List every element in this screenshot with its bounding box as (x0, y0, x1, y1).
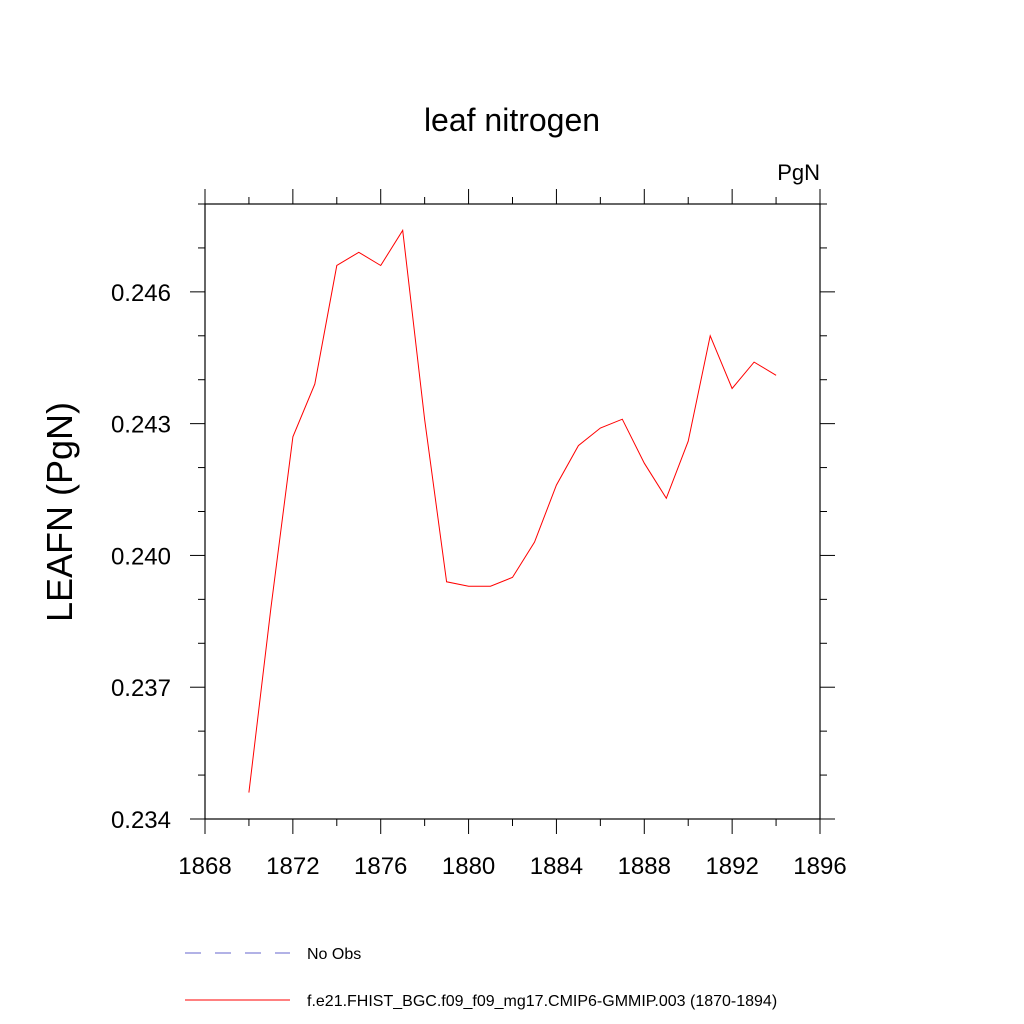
y-tick-label: 0.237 (111, 675, 171, 702)
y-tick-label: 0.234 (111, 807, 171, 834)
y-axis-ticks: 0.234 0.237 0.240 0.243 0.246 (111, 203, 835, 834)
x-tick-label: 1892 (705, 853, 758, 880)
x-tick-label: 1876 (354, 853, 407, 880)
plot-frame (204, 203, 821, 820)
x-tick-label: 1896 (793, 853, 846, 880)
chart-title: leaf nitrogen (424, 102, 600, 138)
series-lines (248, 228, 777, 793)
units-label: PgN (777, 160, 820, 185)
x-axis-ticks: 1868 1872 1876 1880 1884 1888 1892 1896 (178, 189, 847, 880)
y-tick-label: 0.240 (111, 543, 171, 570)
x-tick-label: 1872 (266, 853, 319, 880)
y-tick-label: 0.246 (111, 280, 171, 307)
x-tick-label: 1868 (178, 853, 231, 880)
x-tick-label: 1884 (530, 853, 583, 880)
legend: No Obs f.e21.FHIST_BGC.f09_f09_mg17.CMIP… (185, 946, 777, 1010)
y-axis-label: LEAFN (PgN) (39, 402, 80, 622)
series-line-model-run (248, 228, 777, 793)
x-tick-label: 1888 (618, 853, 671, 880)
legend-label-no-obs: No Obs (307, 946, 361, 963)
y-tick-label: 0.243 (111, 412, 171, 439)
legend-label-model-run: f.e21.FHIST_BGC.f09_f09_mg17.CMIP6-GMMIP… (307, 993, 777, 1010)
x-tick-label: 1880 (442, 853, 495, 880)
